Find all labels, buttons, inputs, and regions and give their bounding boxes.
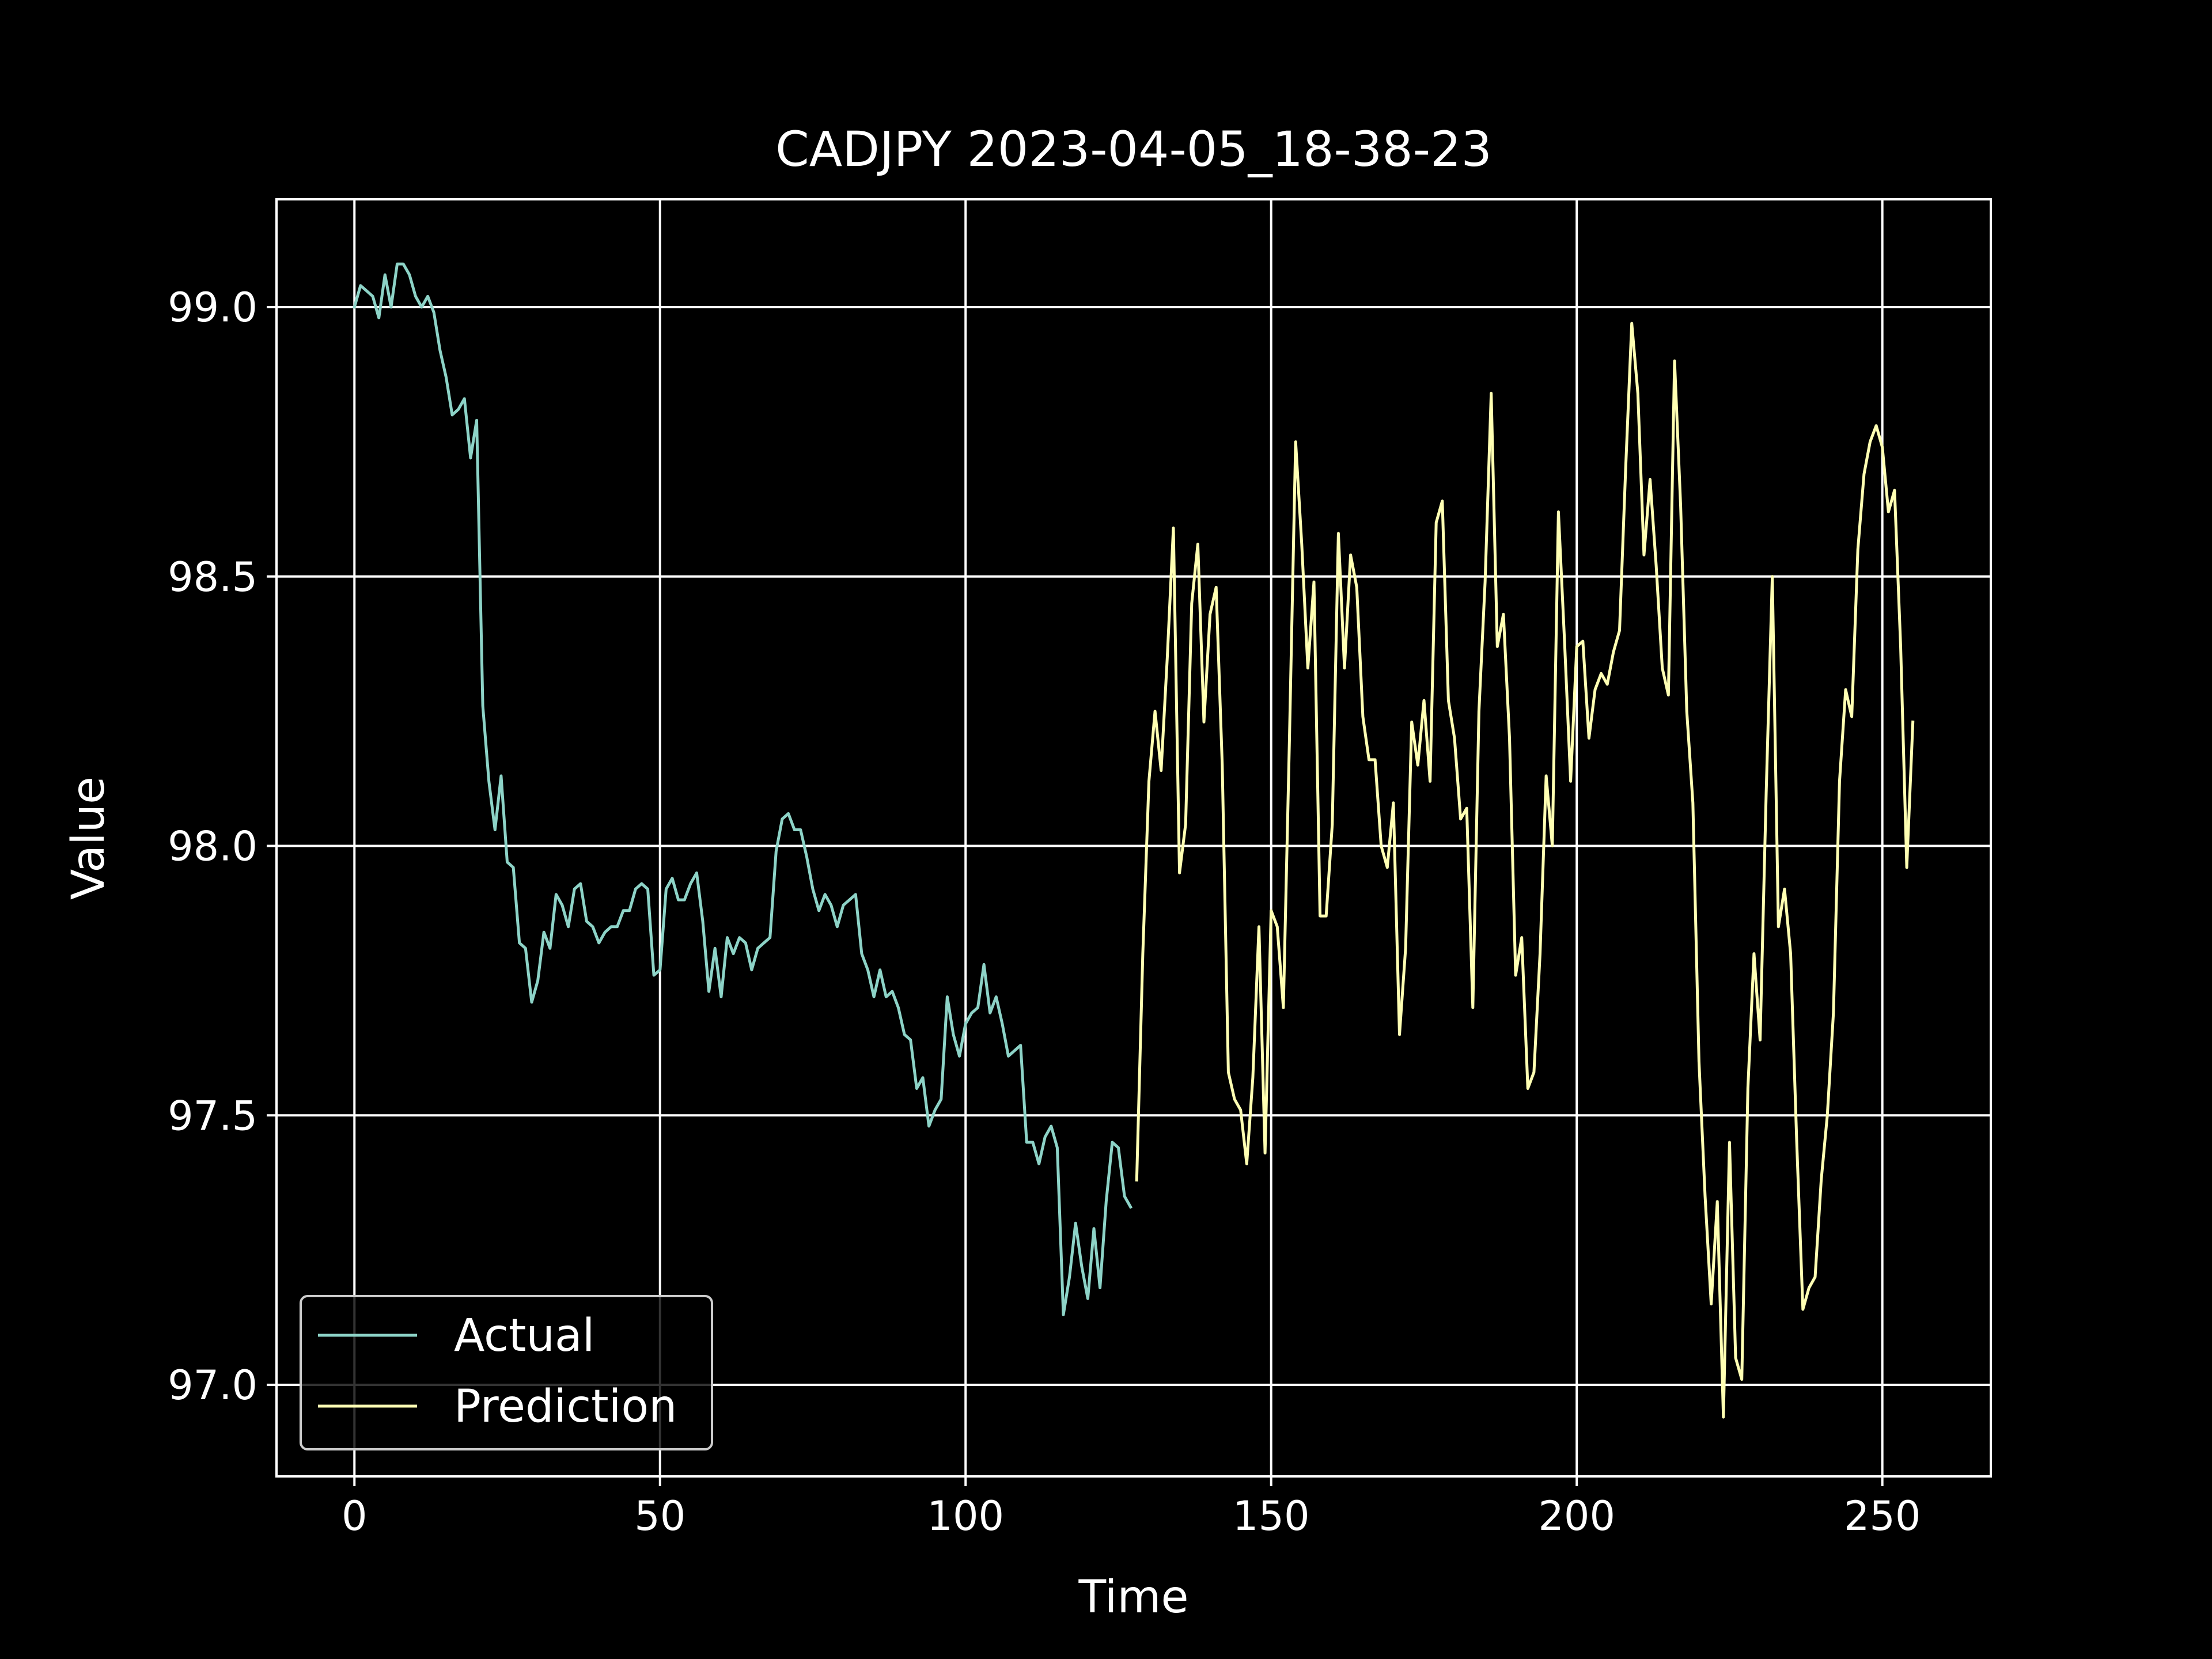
y-tick-label: 98.5 — [168, 554, 257, 601]
series-lines — [353, 262, 1915, 1419]
x-tick-label: 200 — [1538, 1493, 1615, 1540]
y-axis-ticks: 97.0 97.5 98.0 98.5 99.0 — [168, 284, 276, 1409]
series-line-prediction — [1135, 321, 1915, 1419]
y-axis-label: Value — [63, 777, 115, 900]
y-tick-label: 98.0 — [168, 823, 257, 870]
chart-title: CADJPY 2023-04-05_18-38-23 — [775, 121, 1492, 177]
x-tick-label: 250 — [1844, 1493, 1921, 1540]
legend-label-actual: Actual — [454, 1310, 594, 1362]
legend-label-prediction: Prediction — [454, 1381, 677, 1433]
plot-frame — [275, 198, 1992, 1478]
x-tick-label: 100 — [927, 1493, 1004, 1540]
y-tick-label: 97.5 — [168, 1092, 257, 1139]
x-tick-label: 50 — [634, 1493, 685, 1540]
x-tick-label: 0 — [342, 1493, 368, 1540]
legend: Actual Prediction — [300, 1295, 713, 1450]
y-tick-label: 97.0 — [168, 1362, 257, 1409]
gridlines — [276, 199, 1991, 1476]
x-axis-label: Time — [1078, 1571, 1189, 1623]
series-line-actual — [353, 262, 1133, 1316]
y-tick-label: 99.0 — [168, 284, 257, 331]
x-axis-ticks: 0 50 100 150 200 250 — [342, 1476, 1921, 1540]
x-tick-label: 150 — [1233, 1493, 1310, 1540]
